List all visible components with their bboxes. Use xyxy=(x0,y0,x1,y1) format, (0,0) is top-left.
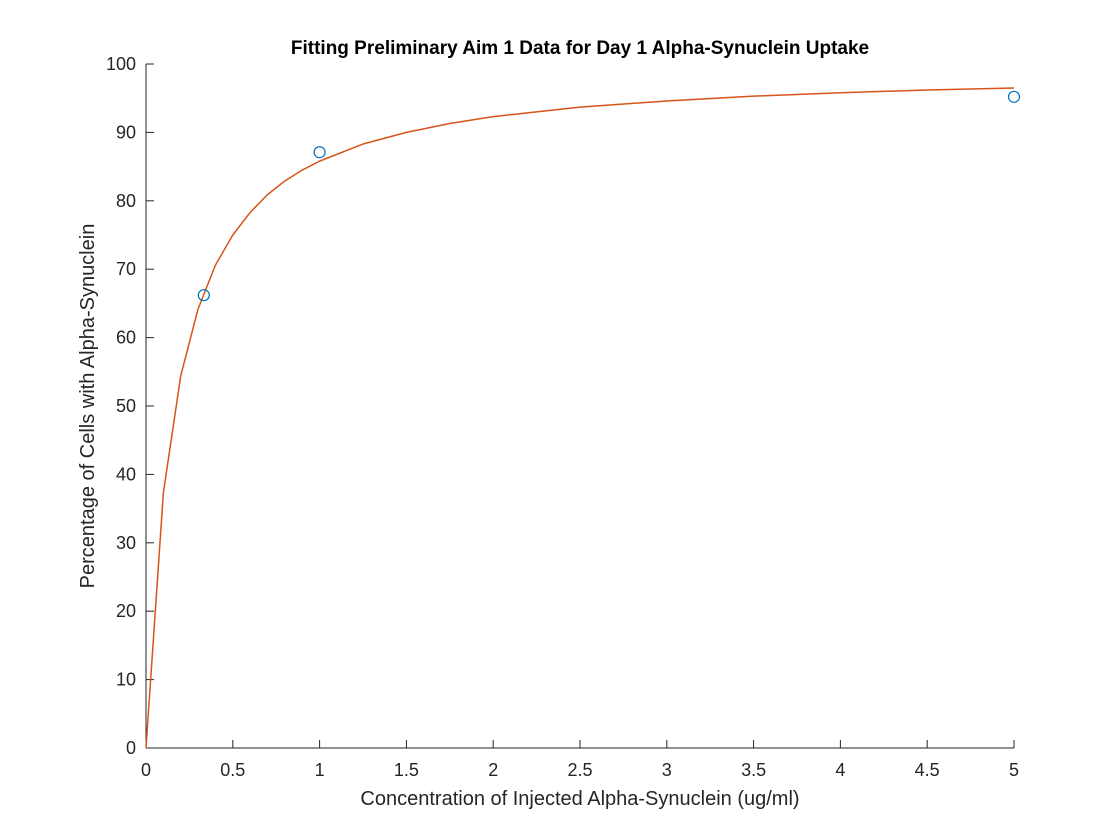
plot-area: 0 0.5 1 1.5 2 2.5 3 3.5 4 4.5 50102030405060708090… xyxy=(106,54,1021,780)
fit-curve-line xyxy=(145,87,1015,749)
y-tick-label: 10 xyxy=(116,670,136,690)
y-axis-label: Percentage of Cells with Alpha-Synuclein xyxy=(77,224,99,589)
chart-title: Fitting Preliminary Aim 1 Data for Day 1… xyxy=(291,38,869,59)
x-tick-label: 4.5 xyxy=(915,760,940,780)
y-tick-label: 30 xyxy=(116,533,136,553)
x-tick-label: 3.5 xyxy=(741,760,766,780)
y-tick-label: 0 xyxy=(126,738,136,758)
x-tick-label: 2 xyxy=(488,760,498,780)
x-axis-label: Concentration of Injected Alpha-Synuclei… xyxy=(360,788,799,810)
y-tick-label: 70 xyxy=(116,259,136,279)
y-tick-label: 40 xyxy=(116,464,136,484)
x-tick-label: 1 xyxy=(315,760,325,780)
y-tick-label: 20 xyxy=(116,601,136,621)
x-tick-label: 0 xyxy=(141,760,151,780)
y-tick-label: 60 xyxy=(116,328,136,348)
data-point-marker xyxy=(1007,90,1021,103)
x-tick-label: 5 xyxy=(1009,760,1019,780)
x-tick-label: 0.5 xyxy=(220,760,245,780)
x-tick-label: 3 xyxy=(662,760,672,780)
y-tick-label: 90 xyxy=(116,122,136,142)
y-tick-label: 80 xyxy=(116,191,136,211)
x-tick-label: 4 xyxy=(835,760,845,780)
y-tick-label: 100 xyxy=(106,54,136,74)
x-tick-label: 2.5 xyxy=(567,760,592,780)
x-tick-label: 1.5 xyxy=(394,760,419,780)
y-tick-label: 50 xyxy=(116,396,136,416)
data-point-marker xyxy=(313,146,326,159)
data-point-marker xyxy=(197,289,210,302)
